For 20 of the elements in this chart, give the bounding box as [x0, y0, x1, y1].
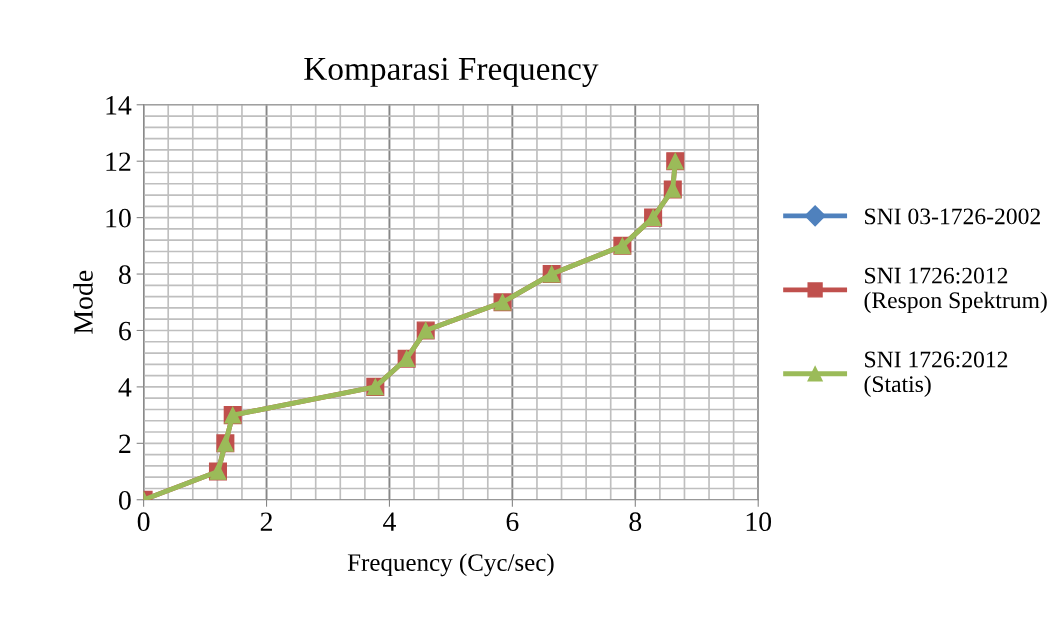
x-tick-label: 0 [137, 512, 150, 532]
legend-label: SNI 1726:2012 (Respon Spektrum) [864, 267, 1047, 314]
x-tick-label: 8 [629, 512, 642, 532]
chart-title: Komparasi Frequency [304, 57, 599, 87]
y-tick-label: 14 [106, 96, 132, 115]
y-tick-label: 0 [118, 490, 131, 510]
x-tick-label: 2 [260, 512, 272, 531]
y-tick-label: 4 [118, 378, 132, 397]
x-tick-label: 10 [746, 512, 772, 532]
legend-label: SNI 1726:2012 (Statis) [864, 351, 1008, 397]
y-tick-label: 6 [119, 321, 131, 341]
x-tick-label: 6 [506, 512, 519, 532]
x-axis-title: Frequency (Cyc/sec) [347, 553, 554, 577]
y-tick-label: 2 [119, 434, 131, 453]
x-tick-label: 4 [383, 512, 396, 531]
y-axis-title: Mode [73, 270, 93, 334]
y-tick-label: 8 [118, 265, 131, 284]
legend-label: SNI 03-1726-2002 [865, 208, 1040, 225]
y-tick-label: 12 [106, 152, 131, 171]
y-tick-label: 10 [106, 208, 131, 228]
